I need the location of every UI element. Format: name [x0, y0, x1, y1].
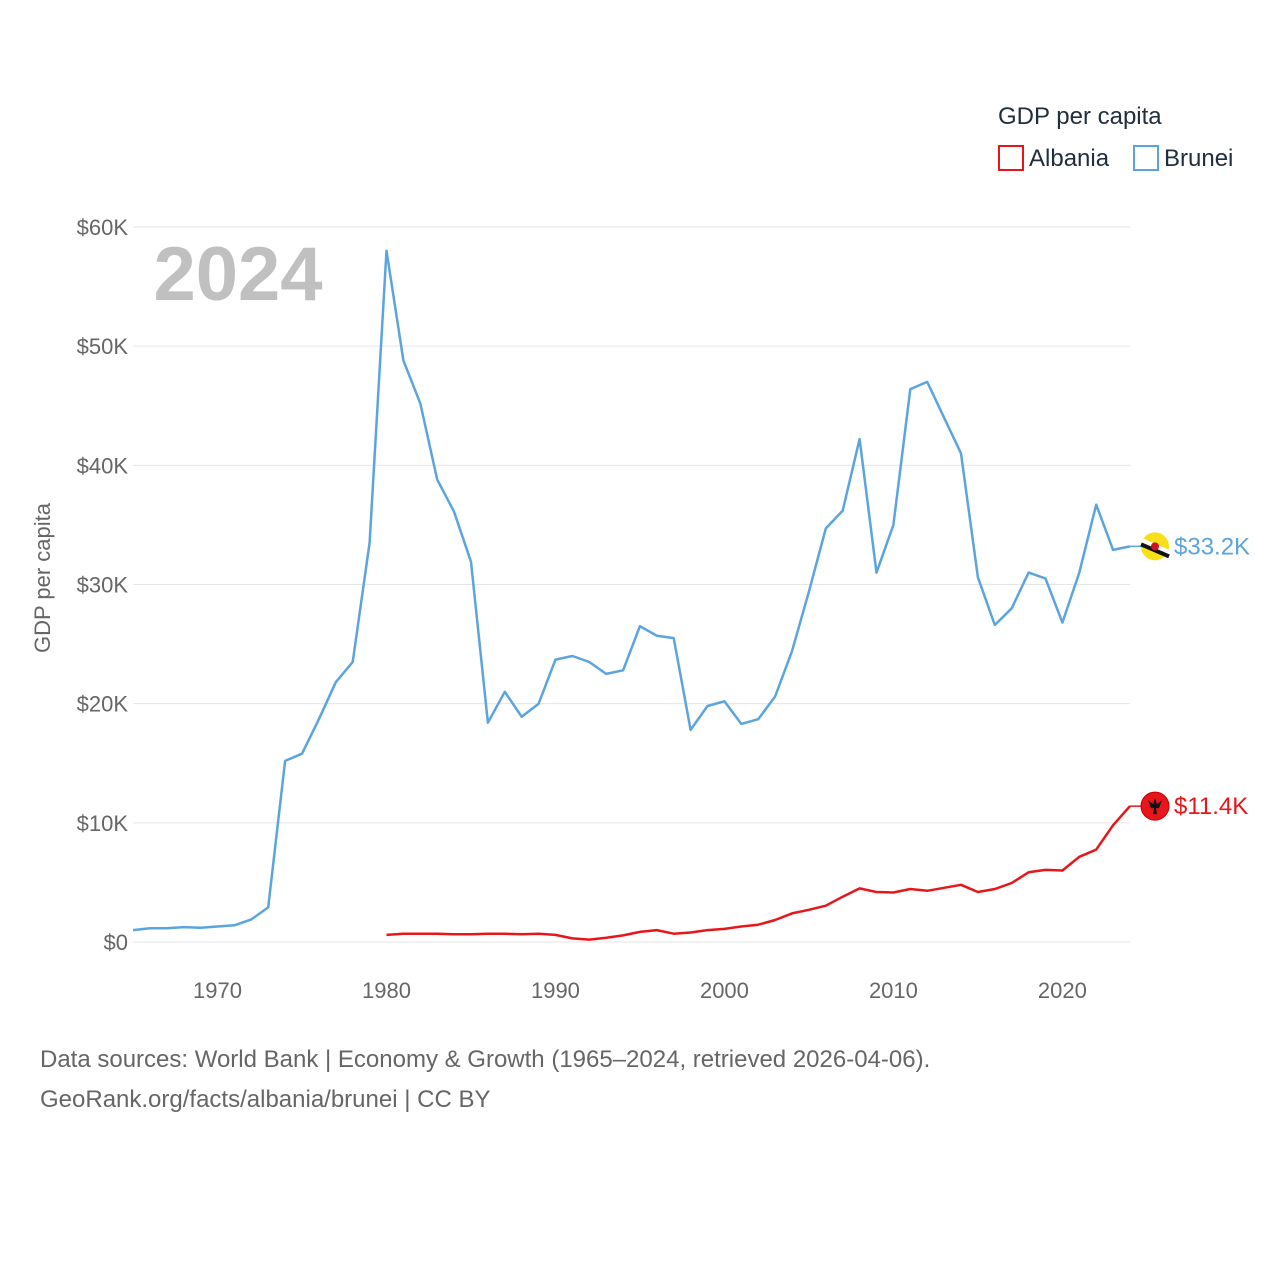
y-tick-label: $30K	[77, 573, 129, 598]
series-line-albania[interactable]	[386, 805, 1131, 941]
brunei-emblem-icon	[1151, 542, 1159, 551]
source-note: Data sources: World Bank | Economy & Gro…	[40, 1040, 930, 1120]
y-tick-label: $40K	[77, 453, 129, 478]
y-tick-label: $0	[104, 930, 128, 955]
x-tick-label: 2010	[869, 978, 918, 1003]
end-label-brunei: $33.2K	[1174, 533, 1250, 560]
brunei-flag-icon	[1140, 532, 1170, 561]
legend-label-albania[interactable]: Albania	[1029, 145, 1110, 172]
legend-title: GDP per capita	[998, 103, 1162, 130]
source-line-1: Data sources: World Bank | Economy & Gro…	[40, 1046, 931, 1073]
y-tick-label: $10K	[77, 811, 129, 836]
series-line-brunei[interactable]	[132, 249, 1131, 932]
end-label-albania: $11.4K	[1174, 793, 1248, 820]
legend-label-brunei[interactable]: Brunei	[1164, 145, 1233, 172]
y-axis-ticks: $0 $10K $20K $30K $40K $50K $60K	[77, 215, 129, 955]
y-tick-label: $60K	[77, 215, 129, 240]
x-axis-ticks: 1970 1980 1990 2000 2010 2020	[193, 978, 1087, 1003]
legend-swatch-brunei[interactable]	[1133, 145, 1159, 171]
albania-flag-icon	[1140, 791, 1170, 821]
end-markers: $11.4K $33.2K	[1130, 532, 1250, 821]
x-tick-label: 1990	[531, 978, 580, 1003]
y-axis-title: GDP per capita	[30, 502, 55, 653]
x-tick-label: 2020	[1038, 978, 1087, 1003]
x-tick-label: 1970	[193, 978, 242, 1003]
y-tick-label: $50K	[77, 334, 129, 359]
albania-eagle-icon	[1148, 798, 1162, 815]
grid-lines	[133, 226, 1130, 943]
x-tick-label: 1980	[362, 978, 411, 1003]
y-tick-label: $20K	[77, 692, 129, 717]
source-line-2[interactable]: GeoRank.org/facts/albania/brunei | CC BY	[40, 1086, 491, 1113]
x-tick-label: 2000	[700, 978, 749, 1003]
current-year-label: 2024	[153, 232, 322, 317]
series-lines	[132, 249, 1131, 941]
legend-swatch-albania[interactable]	[998, 145, 1024, 171]
legend: GDP per capita Albania Brunei	[998, 103, 1233, 172]
